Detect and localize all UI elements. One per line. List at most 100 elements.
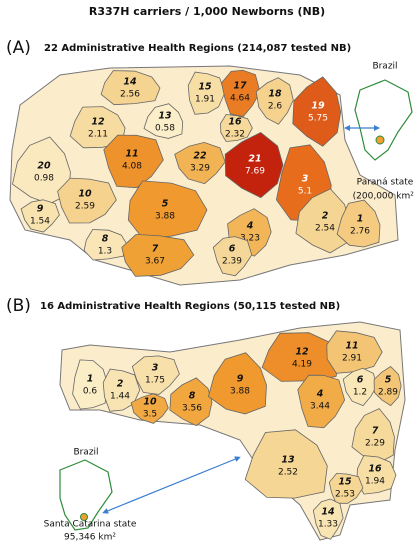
region <box>169 377 213 427</box>
region-value: 2.76 <box>350 227 370 237</box>
region-id: 14 <box>321 507 335 518</box>
region-value: 2.56 <box>120 90 140 100</box>
region-value: 2.29 <box>365 439 385 449</box>
region-value: 2.52 <box>278 468 298 478</box>
region <box>72 359 109 410</box>
region-id: 3 <box>152 363 159 374</box>
region-value: 1.91 <box>195 95 215 105</box>
panel-letter: (A) <box>6 38 31 58</box>
region-id: 15 <box>198 82 212 93</box>
region <box>20 199 60 233</box>
region-value: 1.94 <box>365 477 385 487</box>
region <box>174 141 226 185</box>
region <box>255 77 294 125</box>
region-value: 2.53 <box>335 490 355 500</box>
region-value: 1.75 <box>145 376 165 386</box>
region-value: 2.89 <box>378 388 398 398</box>
region-value: 1.54 <box>30 217 50 227</box>
region-id: 10 <box>78 189 92 200</box>
region-id: 12 <box>295 347 309 358</box>
region-value: 7.69 <box>245 167 265 177</box>
region <box>336 199 381 248</box>
region <box>328 472 364 504</box>
region <box>100 70 161 106</box>
region <box>297 374 346 429</box>
region-id: 3 <box>302 174 309 185</box>
region-id: 6 <box>229 244 236 255</box>
region <box>131 355 180 395</box>
region <box>312 498 344 540</box>
region-value: 2.32 <box>225 130 245 140</box>
region-value: 2.11 <box>88 130 108 140</box>
region-id: 13 <box>158 111 172 122</box>
region-value: 3.56 <box>182 404 202 414</box>
region-id: 15 <box>338 477 352 488</box>
region-value: 2.59 <box>75 202 95 212</box>
region-id: 13 <box>281 455 295 466</box>
region-value: 3.88 <box>155 212 175 222</box>
panel-heading: 16 Administrative Health Regions (50,115… <box>40 301 340 312</box>
inset-area: 95,346 km² <box>64 533 116 543</box>
region <box>351 408 395 464</box>
region-value: 0.98 <box>34 174 54 184</box>
region-id: 16 <box>368 464 382 475</box>
region <box>326 330 383 374</box>
region-value: 5.1 <box>298 187 312 197</box>
region <box>212 236 253 277</box>
region <box>244 429 328 499</box>
region <box>143 103 184 139</box>
region-id: 1 <box>357 214 364 225</box>
region-value: 2.91 <box>342 354 362 364</box>
inset-label: Paraná state <box>357 178 414 188</box>
region-id: 9 <box>237 374 244 385</box>
region-value: 0.6 <box>83 387 98 397</box>
region-value: 1.33 <box>318 520 338 530</box>
region <box>83 229 128 261</box>
region-value: 1.44 <box>110 392 130 402</box>
panel-heading: 22 Administrative Health Regions (214,08… <box>44 43 351 54</box>
region-id: 1 <box>87 374 94 385</box>
region-id: 14 <box>123 77 137 88</box>
region-id: 11 <box>125 149 138 160</box>
region-value: 4.64 <box>230 94 250 104</box>
inset-label: Santa Catarina state <box>44 520 137 530</box>
region-id: 5 <box>385 375 392 386</box>
region-value: 1.2 <box>353 388 367 398</box>
region-id: 8 <box>102 234 109 245</box>
region <box>102 368 141 412</box>
region-value: 3.5 <box>143 410 157 420</box>
region-id: 17 <box>233 81 247 92</box>
title: R337H carriers / 1,000 Newborns (NB) <box>89 5 325 18</box>
region-id: 4 <box>316 389 324 400</box>
region <box>221 69 261 117</box>
region-id: 4 <box>246 221 254 232</box>
region <box>121 233 195 277</box>
region-value: 2.54 <box>315 224 335 234</box>
region-id: 8 <box>189 391 196 402</box>
region <box>12 136 71 205</box>
inset-country: Brazil <box>372 62 397 72</box>
region-value: 2.39 <box>222 257 242 267</box>
region <box>207 352 267 415</box>
region-value: 3.88 <box>230 387 250 397</box>
region-id: 19 <box>311 101 325 112</box>
region-id: 20 <box>37 161 51 172</box>
region-value: 3.67 <box>145 257 165 267</box>
region <box>356 455 397 495</box>
region <box>295 188 351 254</box>
region-value: 4.08 <box>122 162 142 172</box>
region <box>373 365 402 407</box>
region <box>130 393 169 424</box>
region-id: 2 <box>322 211 329 222</box>
region <box>342 367 378 407</box>
panel-letter: (B) <box>6 296 31 316</box>
region-id: 7 <box>152 244 159 255</box>
region-value: 1.3 <box>98 247 112 257</box>
region-id: 21 <box>248 154 261 165</box>
region-value: 4.19 <box>292 360 312 370</box>
region-id: 18 <box>268 89 282 100</box>
region-value: 3.29 <box>190 164 210 174</box>
inset-area: (200,000 km²) <box>353 192 414 202</box>
region-value: 3.23 <box>240 234 260 244</box>
